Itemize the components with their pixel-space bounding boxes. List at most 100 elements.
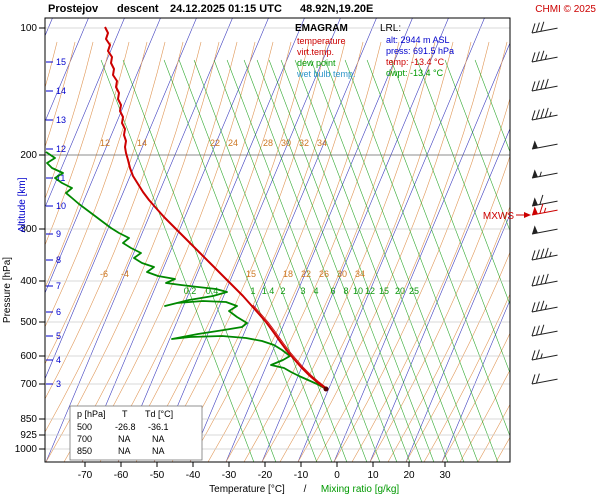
isotherm-line: [405, 213, 510, 462]
adiabat-line: [45, 41, 148, 328]
mixing-ratio-line: [100, 59, 255, 462]
wind-barb: [531, 50, 558, 63]
altitude-tick-label: 10: [56, 201, 66, 211]
table-cell: 500: [77, 422, 92, 432]
adiabat-line: [207, 41, 382, 462]
adiabat-line: [81, 41, 256, 462]
lrl-marker: [323, 386, 329, 392]
mixing-ratio-value-label: 3: [300, 286, 305, 296]
altitude-tick-label: 14: [56, 86, 66, 96]
legend-dew-point: dew point: [297, 58, 336, 68]
pressure-tick-label: 200: [20, 150, 37, 161]
mixing-ratio-line: [122, 59, 277, 462]
table-cell: NA: [152, 434, 165, 444]
table-header-p: p [hPa]: [77, 409, 106, 419]
adiabat-value-label: 12: [100, 138, 110, 148]
adiabat-value-label: 34: [355, 269, 365, 279]
wind-barb: [531, 300, 558, 313]
mixing-ratio-value-label: 4: [313, 286, 318, 296]
isotherm-line: [441, 299, 510, 462]
adiabat-line: [369, 154, 510, 462]
lrl-dwpt: dwpt: -13.4 °C: [386, 68, 444, 78]
lrl-temp: temp: -13.4 °C: [386, 57, 445, 67]
adiabat-value-label: 22: [210, 138, 220, 148]
temp-tick-label: 20: [403, 470, 415, 481]
wind-barb: [531, 169, 558, 179]
wind-barb: [531, 273, 558, 287]
mixing-ratio-value-label: 25: [409, 286, 419, 296]
mixing-ratio-value-label: 1.4: [262, 286, 275, 296]
altitude-tick-label: 3: [56, 379, 61, 389]
isotherm-line: [45, 18, 89, 123]
pressure-tick-label: 850: [20, 414, 37, 425]
altitude-tick-label: 7: [56, 281, 61, 291]
adiabat-line: [171, 41, 346, 462]
table-cell: -26.8: [115, 422, 136, 432]
table-cell: NA: [152, 446, 165, 456]
wind-barb: [531, 324, 558, 337]
adiabat-line: [333, 41, 508, 462]
adiabat-line: [189, 41, 364, 462]
pressure-tick-label: 600: [20, 351, 37, 362]
temp-tick-label: -40: [186, 470, 201, 481]
mixing-ratio-value-label: 12: [365, 286, 375, 296]
adiabat-line: [45, 41, 112, 246]
mixing-ratio-line: [193, 59, 348, 462]
isotherm-line: [117, 18, 305, 462]
adiabat-value-label: 32: [299, 138, 309, 148]
pressure-tick-label: 100: [20, 23, 37, 34]
temp-tick-label: -50: [150, 470, 165, 481]
mixing-ratio-value-label: 15: [379, 286, 389, 296]
table-cell: 700: [77, 434, 92, 444]
mixing-ratio-value-label: 10: [353, 286, 363, 296]
pressure-tick-label: 1000: [15, 444, 38, 455]
table-cell: -36.1: [148, 422, 169, 432]
mixing-ratio-line: [280, 59, 435, 462]
mixing-ratio-value-label: 6: [330, 286, 335, 296]
mixing-ratio-line: [390, 59, 510, 374]
adiabat-line: [441, 332, 510, 462]
lrl-title: LRL:: [380, 23, 401, 34]
isotherm-line: [0, 18, 16, 462]
adiabat-value-label: 34: [317, 138, 327, 148]
temperature-curve: [104, 26, 327, 390]
adiabat-line: [45, 41, 130, 289]
adiabat-value-label: 14: [137, 138, 147, 148]
mixing-ratio-value-label: 8: [343, 286, 348, 296]
line-value-labels: 12 14 22 24 28 30 32 34-6 -4 15 18 22 26 30 340.2 0.4 1 1…: [100, 138, 419, 296]
isotherm-line: [45, 18, 161, 294]
mxws-label: MXWS: [483, 211, 514, 222]
altitude-tick-label: 9: [56, 229, 61, 239]
adiabat-line: [135, 41, 310, 462]
lrl-alt: alt: 2944 m ASL: [386, 35, 450, 45]
adiabat-line: [243, 41, 418, 462]
temp-tick-label: -20: [258, 470, 273, 481]
isotherm-line: [225, 18, 413, 462]
pressure-tick-label: 400: [20, 276, 37, 287]
adiabat-line: [45, 41, 184, 400]
adiabat-line: [495, 436, 510, 462]
adiabat-line: [153, 41, 328, 462]
mixing-ratio-line: [416, 59, 510, 306]
mixing-ratio-line: [256, 59, 411, 462]
pressure-tick-label: 925: [20, 430, 37, 441]
adiabat-value-label: 30: [281, 138, 291, 148]
temp-tick-label: -70: [78, 470, 93, 481]
temp-tick-label: 10: [367, 470, 379, 481]
adiabat-value-label: 28: [263, 138, 273, 148]
mixing-ratio-value-label: 1: [250, 286, 255, 296]
mixing-ratio-value-label: 2: [280, 286, 285, 296]
adiabat-value-label: 26: [319, 269, 329, 279]
mixing-ratio-value-label: 0.4: [206, 286, 219, 296]
altitude-tick-label: 12: [56, 144, 66, 154]
wind-barbs: [531, 21, 558, 385]
isotherm-line: [45, 18, 125, 209]
mixing-ratio-line: [344, 59, 499, 462]
adiabat-line: [459, 369, 510, 462]
mixing-ratio-line: [474, 59, 510, 153]
mixing-axis-label: Mixing ratio [g/kg]: [321, 484, 400, 495]
isotherm-line: [333, 42, 510, 462]
altitude-tick-label: 4: [56, 355, 61, 365]
mixing-ratio-value-label: 0.2: [184, 286, 197, 296]
